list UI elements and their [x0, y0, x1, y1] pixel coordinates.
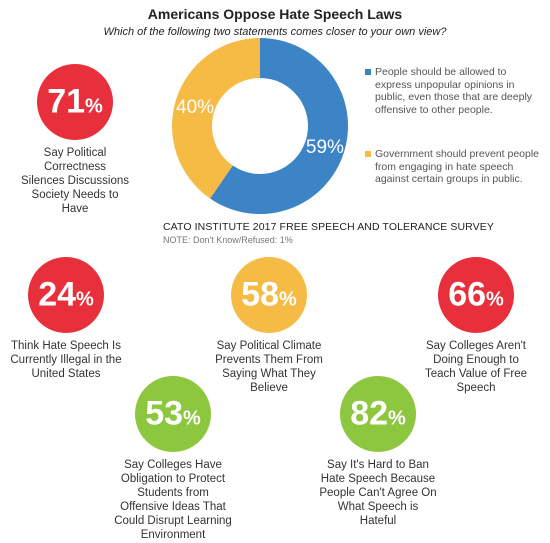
legend-swatch-1: [365, 69, 371, 75]
stat-value: 53: [145, 394, 184, 433]
donut-slice-1: [210, 38, 348, 214]
stat-caption: Say Political Correctness Silences Discu…: [21, 147, 130, 215]
stat-value: 71: [47, 82, 86, 121]
donut-chart: 59% 40%: [172, 38, 348, 214]
stat-value: 24: [38, 275, 77, 314]
stat-suffix: %: [279, 288, 297, 311]
stat-caption: Think Hate Speech Is Currently Illegal i…: [10, 340, 122, 380]
stat-caption: Say Colleges Have Obligation to Protect …: [114, 459, 232, 541]
stat-82: 82% Say It's Hard to Ban Hate Speech Bec…: [303, 376, 453, 528]
legend-item-2: Government should prevent people from en…: [365, 148, 545, 186]
stat-value: 66: [448, 275, 487, 314]
legend-label-1: People should be allowed to express unpo…: [375, 66, 533, 116]
stat-66: 66% Say Colleges Aren't Doing Enough to …: [401, 257, 550, 395]
stat-caption: Say It's Hard to Ban Hate Speech Because…: [319, 459, 437, 527]
stat-suffix: %: [388, 407, 406, 430]
donut-value-label-2: 40%: [176, 97, 214, 118]
source-label: CATO INSTITUTE 2017 FREE SPEECH AND TOLE…: [163, 221, 494, 233]
stat-circle: 66%: [438, 257, 514, 333]
stat-suffix: %: [76, 288, 94, 311]
stat-71: 71% Say Political Correctness Silences D…: [0, 64, 150, 216]
stat-caption: Say Political Climate Prevents Them From…: [215, 340, 323, 394]
stat-circle: 58%: [231, 257, 307, 333]
legend-swatch-2: [365, 151, 371, 157]
stat-circle: 24%: [28, 257, 104, 333]
stat-caption: Say Colleges Aren't Doing Enough to Teac…: [424, 340, 528, 394]
stat-suffix: %: [183, 407, 201, 430]
donut-value-label-1: 59%: [306, 137, 344, 158]
chart-subtitle: Which of the following two statements co…: [103, 26, 447, 38]
stat-value: 58: [241, 275, 280, 314]
stat-58: 58% Say Political Climate Prevents Them …: [194, 257, 344, 395]
note-label: NOTE: Don't Know/Refused: 1%: [163, 235, 293, 245]
donut-slice-2: [172, 38, 260, 199]
chart-title: Americans Oppose Hate Speech Laws: [147, 6, 403, 22]
legend-item-1: People should be allowed to express unpo…: [365, 66, 545, 116]
stat-value: 82: [350, 394, 389, 433]
legend-label-2: Government should prevent people from en…: [375, 148, 540, 185]
stat-24: 24% Think Hate Speech Is Currently Illeg…: [0, 257, 141, 381]
stat-53: 53% Say Colleges Have Obligation to Prot…: [98, 376, 248, 542]
stat-circle: 53%: [135, 376, 211, 452]
stat-circle: 82%: [340, 376, 416, 452]
stat-suffix: %: [486, 288, 504, 311]
stat-suffix: %: [85, 95, 103, 118]
stat-circle: 71%: [37, 64, 113, 140]
